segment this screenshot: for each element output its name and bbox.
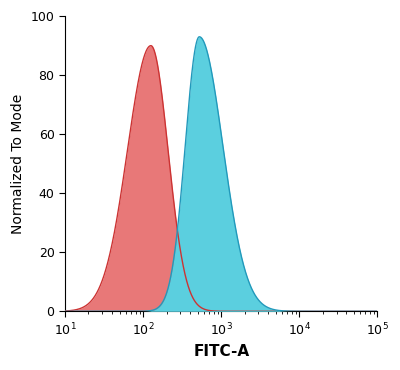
- Y-axis label: Normalized To Mode: Normalized To Mode: [11, 94, 25, 234]
- X-axis label: FITC-A: FITC-A: [193, 344, 249, 359]
